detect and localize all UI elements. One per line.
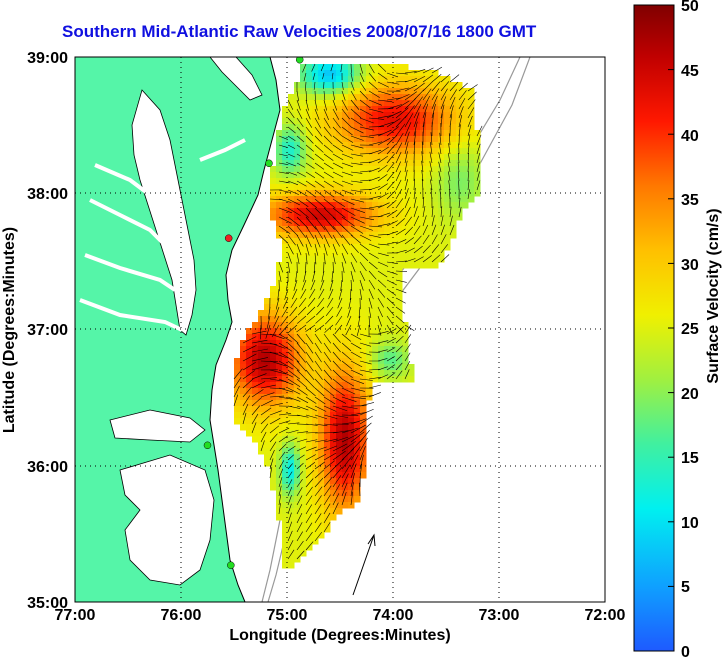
x-tick-label: 73:00 bbox=[479, 607, 520, 624]
grid-lines bbox=[75, 57, 605, 602]
x-tick-label: 77:00 bbox=[55, 607, 96, 624]
colorbar-tick-label: 10 bbox=[681, 515, 699, 532]
y-tick-label: 37:00 bbox=[27, 322, 68, 339]
colorbar-tick-label: 50 bbox=[681, 0, 699, 15]
colorbar-tick-label: 5 bbox=[681, 579, 690, 596]
x-axis-label: Longitude (Degrees:Minutes) bbox=[229, 627, 450, 644]
colorbar: 50 45 40 35 30 25 20 15 10 5 0 Surface V… bbox=[633, 0, 722, 659]
colorbar-tick-label: 15 bbox=[681, 450, 699, 467]
colorbar-tick-label: 40 bbox=[681, 128, 699, 145]
colorbar-tick-label: 45 bbox=[681, 63, 699, 80]
delaware-bay bbox=[209, 57, 263, 101]
y-axis-label: Latitude (Degrees:Minutes) bbox=[1, 227, 18, 433]
y-tick-label: 36:00 bbox=[27, 459, 68, 476]
x-axis: 77:00 76:00 75:00 74:00 73:00 72:00 Long… bbox=[55, 607, 626, 644]
x-tick-label: 75:00 bbox=[267, 607, 308, 624]
colorbar-tick-label: 0 bbox=[681, 644, 690, 659]
map-title: Southern Mid-Atlantic Raw Velocities 200… bbox=[62, 22, 537, 41]
colorbar-tick-label: 20 bbox=[681, 386, 699, 403]
x-tick-label: 72:00 bbox=[585, 607, 626, 624]
reference-vector bbox=[352, 533, 376, 596]
colorbar-gradient bbox=[633, 4, 675, 652]
x-tick-label: 76:00 bbox=[161, 607, 202, 624]
rivers bbox=[79, 138, 246, 332]
colorbar-label: Surface Velocity (cm/s) bbox=[705, 208, 722, 383]
y-tick-label: 38:00 bbox=[27, 186, 68, 203]
colorbar-tick-label: 25 bbox=[681, 321, 699, 338]
velocity-vectors bbox=[233, 63, 483, 560]
radar-stations bbox=[203, 57, 304, 569]
chesapeake-bay bbox=[131, 89, 197, 336]
station-marker bbox=[203, 441, 212, 450]
station-marker bbox=[295, 57, 304, 64]
y-tick-label: 39:00 bbox=[27, 50, 68, 67]
pamlico-sound bbox=[119, 454, 215, 586]
x-tick-label: 74:00 bbox=[373, 607, 414, 624]
colorbar-tick-label: 35 bbox=[681, 192, 699, 209]
coastline bbox=[209, 57, 281, 602]
station-marker bbox=[265, 159, 273, 168]
y-axis: 35:00 36:00 37:00 38:00 39:00 Latitude (… bbox=[1, 50, 68, 612]
colorbar-tick-label: 30 bbox=[681, 257, 699, 274]
station-marker bbox=[224, 234, 233, 242]
station-marker bbox=[227, 561, 235, 569]
y-tick-label: 35:00 bbox=[27, 595, 68, 612]
